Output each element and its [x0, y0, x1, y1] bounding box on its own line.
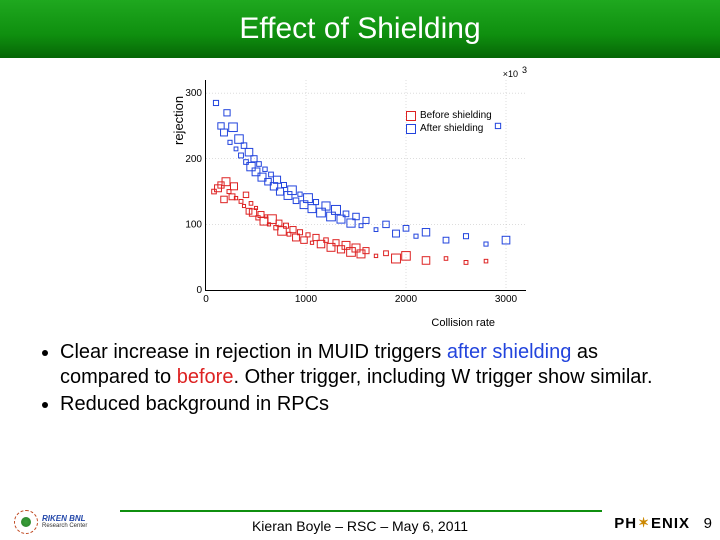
svg-text:200: 200 [185, 154, 202, 165]
bullet-list: Clear increase in rejection in MUID trig… [30, 340, 690, 419]
slide-title: Effect of Shielding [239, 12, 480, 46]
svg-text:100: 100 [185, 219, 202, 230]
star-icon: ✶ [638, 515, 650, 531]
bullet-item: Reduced background in RPCs [60, 392, 690, 417]
legend-label-before: Before shielding [420, 110, 492, 121]
footer: RIKEN BNL Research Center Kieran Boyle –… [0, 504, 720, 540]
page-number: 9 [704, 515, 712, 532]
legend-item-before: Before shielding [406, 110, 492, 121]
legend-label-after: After shielding [420, 123, 483, 134]
legend: Before shielding After shielding [406, 110, 492, 136]
x-axis-label: Collision rate [431, 317, 495, 329]
slide-header: Effect of Shielding [0, 0, 720, 58]
svg-text:3: 3 [522, 65, 527, 75]
svg-text:2000: 2000 [395, 294, 418, 305]
svg-text:3000: 3000 [495, 294, 518, 305]
phenix-enix: ENIX [651, 515, 690, 532]
legend-item-after: After shielding [406, 123, 492, 134]
footer-text: Kieran Boyle – RSC – May 6, 2011 [0, 518, 720, 534]
svg-text:0: 0 [203, 294, 209, 305]
legend-swatch-after [406, 124, 416, 134]
svg-text:×10: ×10 [503, 69, 518, 79]
scatter-plot: 10002000300000100200300×103 Before shiel… [205, 80, 526, 291]
footer-divider [120, 510, 602, 512]
y-axis-label: rejection [171, 96, 186, 145]
phenix-ph: PH [614, 515, 637, 532]
phenix-logo: PH ✶ ENIX [614, 515, 690, 532]
svg-text:0: 0 [196, 285, 202, 296]
svg-text:1000: 1000 [295, 294, 318, 305]
svg-text:300: 300 [185, 88, 202, 99]
chart-area: rejection 10002000300000100200300×103 Be… [175, 75, 535, 315]
bullet-item: Clear increase in rejection in MUID trig… [60, 340, 690, 390]
legend-swatch-before [406, 111, 416, 121]
